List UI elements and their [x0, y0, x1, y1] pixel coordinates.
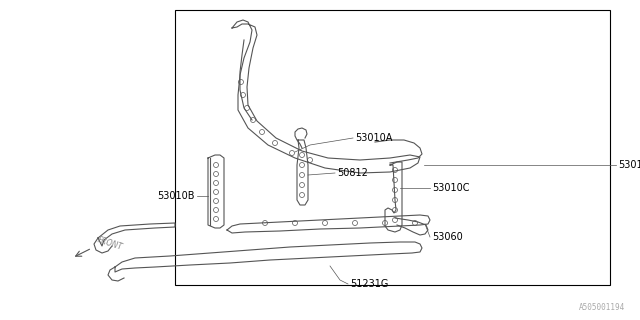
Bar [175, 10, 610, 285]
Text: 51231G: 51231G [350, 279, 388, 289]
Text: 53010A: 53010A [355, 133, 392, 143]
Text: 53010C: 53010C [432, 183, 470, 193]
Text: 53060: 53060 [432, 232, 463, 242]
Text: 50812: 50812 [337, 168, 368, 178]
Text: 53010B: 53010B [157, 191, 195, 201]
Text: FRONT: FRONT [96, 236, 124, 252]
Text: A505001194: A505001194 [579, 303, 625, 312]
Text: 53010: 53010 [618, 160, 640, 170]
